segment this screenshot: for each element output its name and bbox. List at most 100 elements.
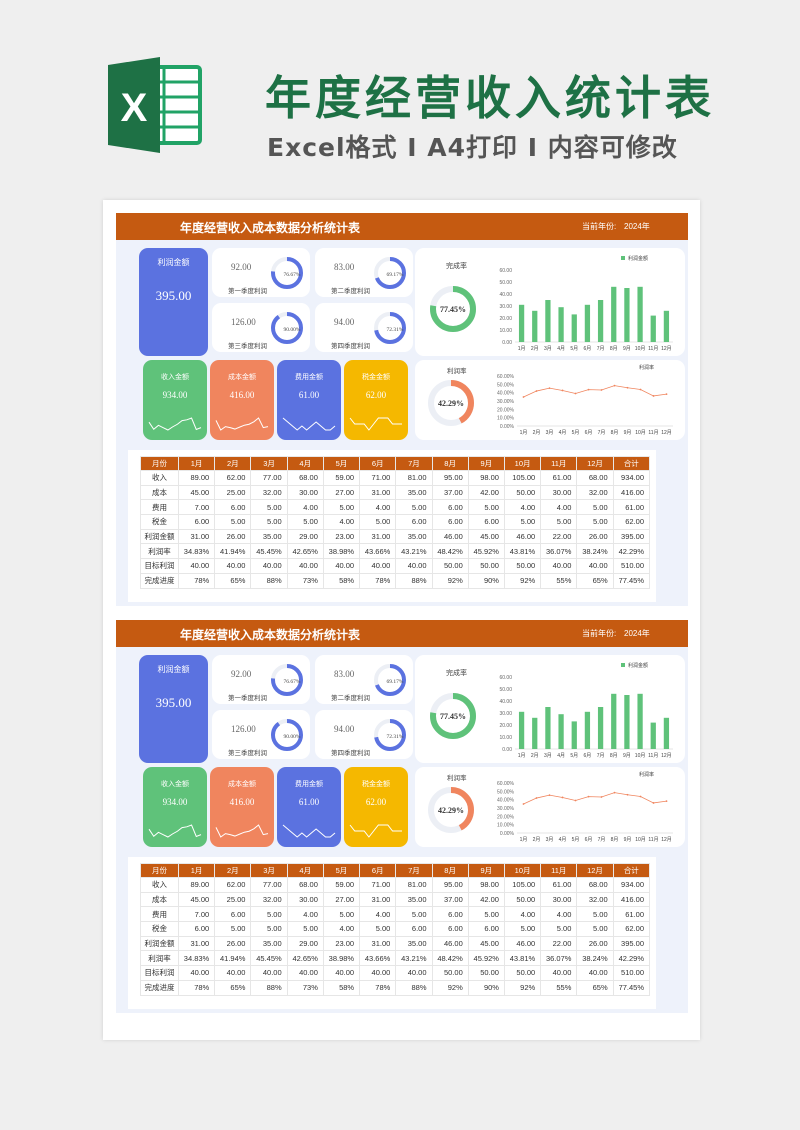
table-cell: 46.00 [503,935,542,952]
table-cell: 40.00 [540,558,578,574]
profit-total-label: 利润金额 [157,665,190,674]
stat-label: 成本金额 [228,781,256,788]
table-cell: 510.00 [612,965,651,981]
table-cell: 6.00 [467,514,505,530]
table-cell: 5.00 [503,921,542,937]
y-tick-label: 50.00% [497,789,515,795]
table-cell: 45.00 [177,484,216,501]
table-cell: 5.00 [576,921,614,937]
y-tick-label: 0.00% [500,831,515,837]
table-cell: 46.00 [431,528,469,545]
x-tick-label: 9月 [624,430,632,436]
x-tick-label: 2月 [531,753,539,759]
document-page: 年度经营收入成本数据分析统计表 当前年份: 2024年 利润金额 395.00 … [103,200,700,1040]
table-cell: 5.00 [395,906,433,923]
x-tick-label: 11月 [648,430,658,436]
sparkline [215,824,269,838]
x-tick-label: 4月 [559,837,567,843]
quarter-gauge: 69.17% [374,664,406,696]
table-cell: 32.00 [250,891,288,908]
table-row: 税金 6.00 5.00 5.00 5.00 4.00 5.00 6.00 6.00 6.00 5.… [140,921,651,937]
expense-card: 费用金额 61.00 [277,360,341,440]
table-cell: 5.00 [214,514,252,530]
table-cell: 38.98% [322,543,361,560]
line-point [561,389,564,392]
table-cell: 27.00 [322,484,361,501]
line-point [574,392,577,395]
table-cell: 32.00 [250,484,288,501]
table-cell: 41.94% [214,543,252,560]
table-cell: 78% [359,979,397,996]
sparkline-line [215,824,269,838]
x-tick-label: 1月 [520,837,528,843]
table-cell: 50.00 [467,965,505,981]
line-point [522,396,525,398]
table-cell: 43.81% [503,543,542,560]
completion-rate-label: 完成率 [446,670,467,677]
table-cell: 25.00 [214,484,252,501]
row-label: 完成进度 [140,572,179,589]
table-cell: 29.00 [286,528,324,545]
quarter-gauge: 69.17% [374,257,406,289]
bar-mark [597,300,604,342]
table-cell: 59.00 [322,470,361,486]
table-cell: 42.65% [286,543,324,560]
hero-title: 年度经营收入统计表 [265,71,715,125]
x-tick-label: 12月 [661,430,672,436]
table-cell: 36.07% [540,543,578,560]
profit-rate-donut: 42.29% [428,787,474,833]
x-tick-label: 6月 [584,753,592,759]
table-cell: 41.94% [214,950,252,967]
quarter-label: 第一季度利润 [228,695,267,702]
quarter-card: 126.00 第三季度利润 90.00% [212,710,310,759]
y-tick-label: 10.00 [499,328,512,334]
table-cell: 50.00 [503,891,542,908]
row-label: 费用 [140,499,179,516]
table-row: 收入 89.00 62.00 77.00 68.00 59.00 71.00 81.00 95.… [140,877,651,893]
table-cell: 6.00 [431,499,469,516]
row-label: 费用 [140,906,179,923]
table-cell: 105.00 [503,470,542,486]
sheet-title: 年度经营收入成本数据分析统计表 [180,221,361,235]
table-cell: 77.00 [250,470,288,486]
y-tick-label: 40.00% [497,798,515,804]
table-cell: 31.00 [359,935,397,952]
bar-mark [611,286,617,342]
profit-total-value: 395.00 [155,288,192,303]
donut-arc [430,693,476,739]
legend-swatch [621,663,625,667]
line-point [535,797,538,799]
monthly-data-table: 月份 1月 2月 3月 4月 5月 6月 7月 8月 9月 10月 11月 12月 合计 收入 89.00 6… [140,456,651,589]
bar-mark [545,300,551,342]
table-cell: 62.00 [612,514,651,530]
quarter-card: 94.00 第四季度利润 72.31% [315,710,413,759]
table-cell: 46.00 [503,528,542,545]
quarter-pct: 72.31% [387,734,404,740]
y-tick-label: 50.00% [497,382,515,388]
table-cell: 5.00 [322,499,361,516]
table-cell: 6.00 [177,921,216,937]
x-tick-label: 5月 [572,837,580,843]
profit-rate-line-chart: 利润率 60.00% 50.00% 40.00% 30.00% 20.00% 10.00% 0… [497,364,673,436]
donut-arc [374,664,406,696]
stat-label: 费用金额 [295,781,323,788]
quarter-value: 94.00 [334,724,355,734]
x-tick-label: 2月 [533,837,541,843]
table-cell: 73% [286,979,324,996]
row-label: 成本 [140,484,179,501]
table-cell: 32.00 [576,484,614,501]
table-cell: 45.00 [467,935,505,952]
table-cell: 65% [576,572,614,589]
bar-mark [571,314,577,342]
hero-banner: X 年度经营收入统计表 Excel格式 I A4打印 I 内容可修改 [0,0,800,195]
sparkline-line [282,417,336,431]
x-tick-label: 3月 [546,430,554,436]
table-cell: 58% [322,572,361,589]
table-header-cell: 月份 [140,863,179,878]
quarter-value: 94.00 [334,317,355,327]
y-tick-label: 10.00 [499,735,512,741]
sparkline [282,417,336,431]
table-cell: 30.00 [540,891,578,908]
completion-rate-card: 完成率 77.45% 利润金额 60.00 50.00 40.00 30.00 20.00… [415,655,685,763]
row-label: 目标利润 [140,558,179,574]
